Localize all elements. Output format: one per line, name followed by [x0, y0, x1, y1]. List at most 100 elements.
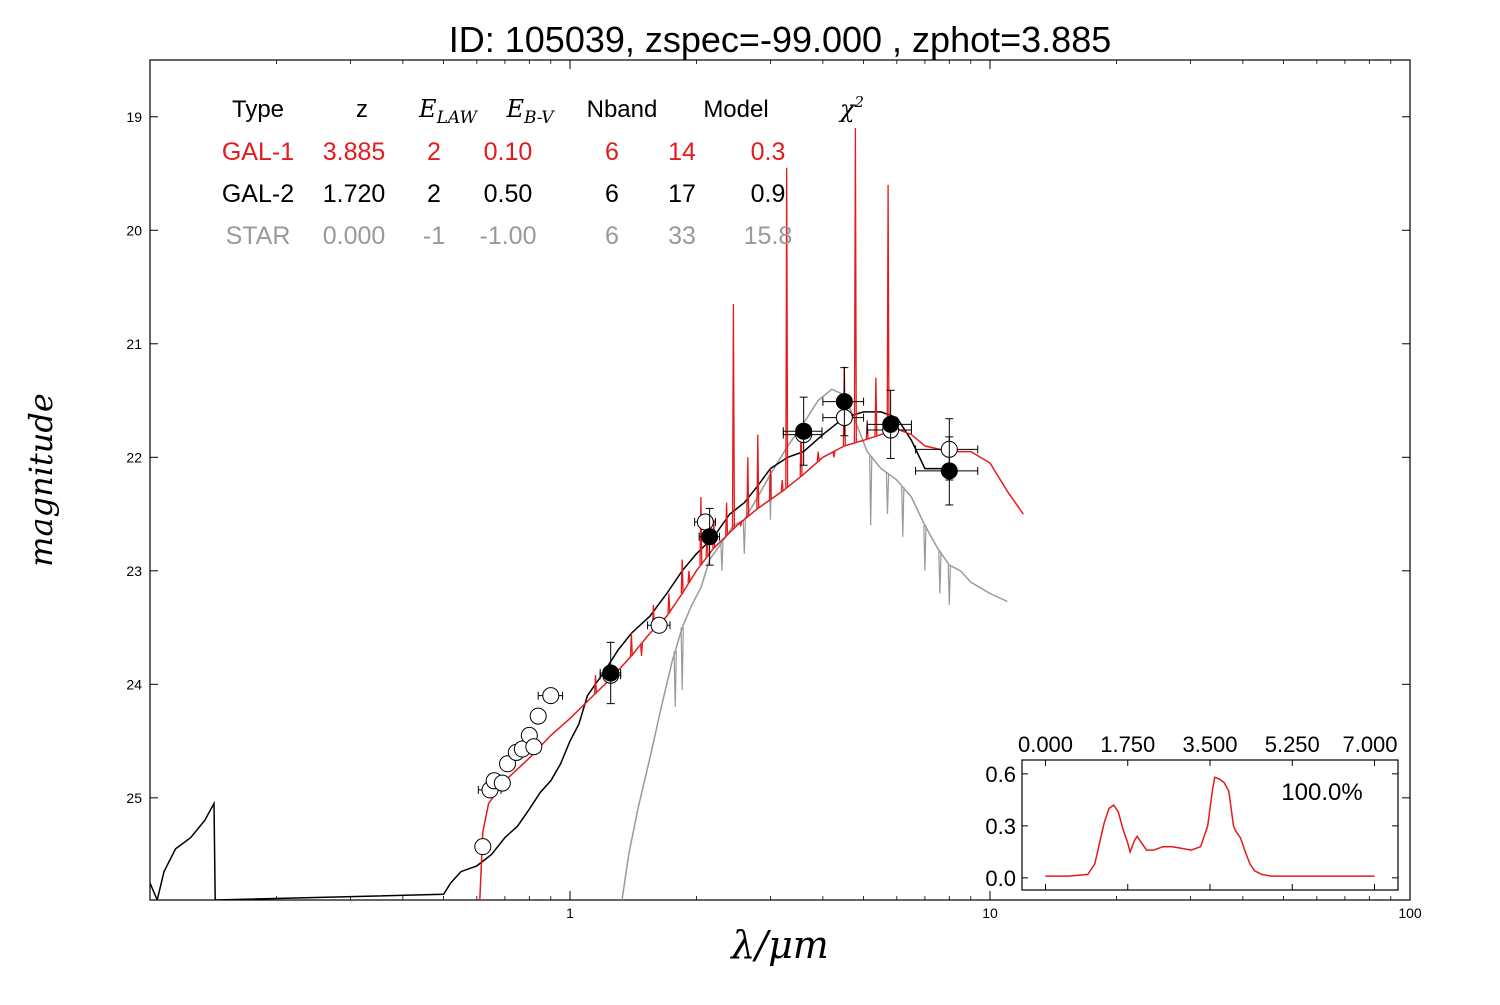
absorption-feature	[938, 551, 942, 594]
emission-line-spike	[725, 502, 729, 536]
model-magnitude-point	[882, 415, 900, 433]
x-tick-label: 100	[1398, 905, 1422, 921]
table-cell-chi2: 0.3	[751, 138, 786, 166]
y-tick-label: 20	[126, 222, 142, 238]
y-tick-label: 23	[126, 563, 142, 579]
emission-line-spike	[832, 451, 836, 458]
table-cell-type: GAL-2	[222, 180, 294, 208]
sed-curve-gal-2	[150, 411, 950, 900]
table-cell-ebv: 0.10	[484, 138, 533, 166]
table-cell-model: 17	[668, 180, 696, 208]
table-cell-nband: 6	[605, 222, 619, 250]
emission-line-spike	[680, 559, 684, 594]
emission-line-spike	[687, 570, 691, 583]
inset-x-tick-label: 1.750	[1100, 732, 1155, 757]
inset-percent-label: 100.0%	[1281, 779, 1362, 806]
absorption-feature	[869, 455, 873, 526]
redshift-pdf-inset: 0.000 1.750 3.500 5.250 7.000 0.0 0.3 0.6 100.0%	[985, 732, 1399, 891]
table-cell-z: 0.000	[323, 222, 386, 250]
table-header: ELAW	[418, 95, 478, 128]
table-cell-type: STAR	[226, 222, 291, 250]
table-header: Type	[232, 96, 284, 123]
sed-curve-gal-1	[479, 428, 1024, 900]
table-cell-model: 33	[668, 222, 696, 250]
table-cell-chi2: 0.9	[751, 180, 786, 208]
table-header: Model	[703, 96, 768, 123]
emission-line-spike	[874, 377, 878, 437]
x-tick-label: 10	[982, 905, 998, 921]
x-axis-label: λ/μm	[729, 923, 829, 967]
table-cell-nband: 6	[605, 138, 619, 166]
table-cell-nband: 6	[605, 180, 619, 208]
y-tick-label: 24	[126, 676, 142, 692]
observed-point	[696, 513, 714, 531]
emission-line-spike	[780, 479, 784, 492]
model-magnitude-point	[602, 664, 620, 682]
emission-line-spike	[768, 468, 772, 500]
table-cell-elaw: 2	[427, 180, 441, 208]
observed-point	[525, 738, 543, 756]
observed-point	[529, 707, 547, 725]
inset-y-tick-label: 0.3	[985, 814, 1016, 839]
observed-point	[493, 774, 511, 792]
fit-results-table: Type z ELAW EB-V Nband Model χ2 GAL-1 3.885 2 0.10…	[222, 93, 864, 250]
inset-x-tick-label: 3.500	[1182, 732, 1237, 757]
observed-point	[499, 755, 517, 773]
table-header: z	[356, 96, 368, 123]
emission-line-spike	[731, 304, 736, 530]
emission-line-spike	[886, 184, 890, 433]
absorption-feature	[680, 627, 684, 691]
x-tick-label: 1	[566, 905, 574, 921]
emission-line-spike	[667, 593, 671, 614]
absorption-feature	[901, 486, 905, 537]
emission-line-spike	[639, 643, 644, 656]
chart-title: ID: 105039, zspec=-99.000 , zphot=3.885	[449, 19, 1111, 60]
absorption-feature	[720, 542, 724, 571]
inset-pdf-curve	[1045, 776, 1375, 877]
table-cell-elaw: -1	[423, 222, 445, 250]
table-header: Nband	[587, 96, 658, 123]
emission-line-spike	[699, 496, 703, 565]
y-tick-label: 25	[126, 790, 142, 806]
emission-line-spike	[756, 434, 760, 509]
y-tick-label: 21	[126, 336, 142, 352]
plot-frame	[149, 59, 1411, 901]
table-cell-ebv: 0.50	[484, 180, 533, 208]
table-cell-elaw: 2	[427, 138, 441, 166]
model-magnitude-point	[795, 422, 813, 440]
table-cell-z: 3.885	[323, 138, 386, 166]
inset-x-tick-label: 0.000	[1018, 732, 1073, 757]
table-cell-z: 1.720	[323, 180, 386, 208]
y-tick-label: 22	[126, 449, 142, 465]
emission-line-spike	[785, 167, 789, 488]
model-magnitude-point	[701, 528, 719, 546]
inset-x-tick-label: 7.000	[1342, 732, 1397, 757]
model-magnitude-point	[940, 462, 958, 480]
emission-line-spike	[739, 522, 743, 528]
emission-line-spike	[629, 633, 633, 656]
inset-y-tick-label: 0.0	[985, 866, 1016, 891]
table-cell-chi2: 15.8	[744, 222, 793, 250]
absorption-feature	[742, 519, 746, 554]
table-cell-ebv: -1.00	[480, 222, 537, 250]
absorption-feature	[885, 473, 890, 515]
emission-line-spike	[746, 457, 750, 517]
inset-x-tick-label: 5.250	[1265, 732, 1320, 757]
observed-point	[650, 616, 668, 634]
emission-line-spike	[593, 675, 598, 694]
y-tick-label: 19	[126, 109, 142, 125]
table-cell-model: 14	[668, 138, 696, 166]
observed-point	[474, 838, 492, 856]
observed-point	[542, 687, 560, 705]
y-axis-label: magnitude	[22, 393, 60, 567]
inset-y-tick-label: 0.6	[985, 762, 1016, 787]
table-header: χ2	[838, 93, 864, 123]
emission-line-spike	[816, 451, 820, 462]
absorption-feature	[923, 525, 927, 571]
model-magnitude-point	[835, 393, 853, 411]
table-header: EB-V	[505, 95, 555, 128]
absorption-feature	[673, 651, 677, 708]
